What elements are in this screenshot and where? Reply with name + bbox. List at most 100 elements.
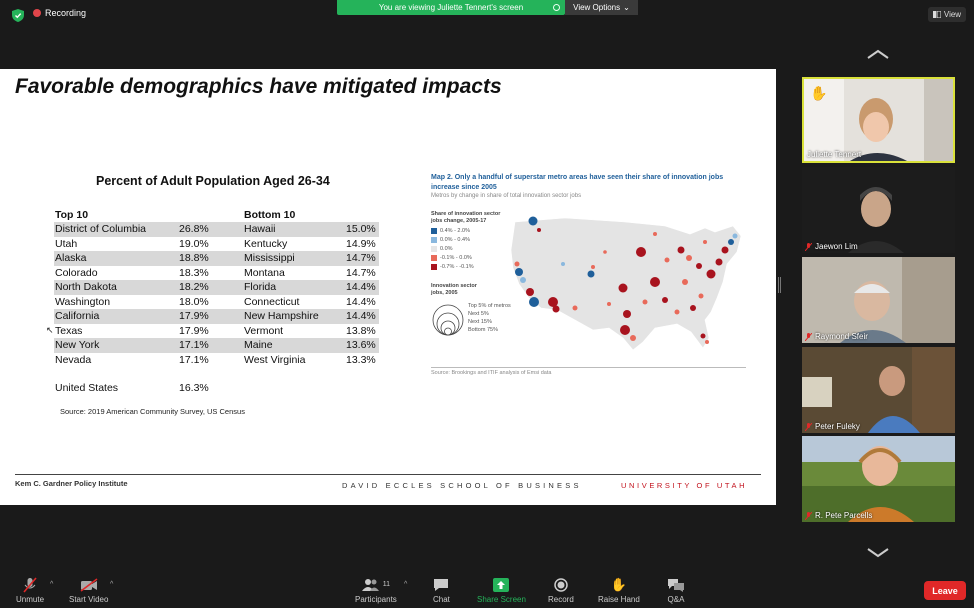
participant-name: Raymond Sfeir (805, 332, 868, 341)
share-screen-label: Share Screen (477, 595, 526, 604)
share-screen-button[interactable]: Share Screen (477, 576, 526, 604)
size-title-line-1: Innovation sector (431, 283, 477, 289)
legend-swatch (431, 246, 437, 252)
mouse-cursor-icon: ↖ (46, 325, 54, 335)
participant-name: Jaewon Lim (805, 242, 858, 251)
size-legend-circles (432, 304, 464, 336)
table-rows: District of Columbia 26.8% Hawaii 15.0% Utah… (54, 222, 379, 367)
chevron-down-icon[interactable] (866, 547, 890, 559)
shield-icon[interactable] (12, 9, 24, 22)
table-cell-top: Nevada (55, 353, 92, 366)
chevron-down-icon: ⌄ (623, 3, 630, 12)
table-cell-top: New York (55, 339, 100, 351)
table-cell-top-v: 17.1% (179, 339, 209, 351)
participant-tile-pete[interactable]: R. Pete Parcells (802, 436, 955, 522)
legend-swatch (431, 264, 437, 270)
record-button[interactable]: Record (548, 576, 574, 604)
legend-label: 0.0% (440, 246, 453, 252)
participants-caret-icon[interactable]: ^ (404, 581, 408, 588)
share-screen-icon (493, 577, 510, 592)
table-header: Top 10 Bottom 10 (54, 208, 379, 222)
table-row: Nevada 17.1% West Virginia 13.3% (54, 353, 379, 368)
table-cell-bottom-v: 14.7% (346, 266, 376, 279)
recording-label: Recording (45, 8, 87, 18)
participant-tile-jaewon[interactable]: Jaewon Lim (802, 167, 955, 253)
top-bar: Recording You are viewing Juliette Tenne… (0, 0, 974, 30)
table-cell-top: Utah (55, 237, 78, 250)
view-label: View (943, 10, 962, 19)
table-cell-top-v: 26.8% (179, 223, 209, 235)
table-cell-bottom-v: 15.0% (346, 223, 376, 235)
top-header: Top 10 (55, 209, 89, 221)
size-title-line-2: jobs, 2005 (431, 290, 458, 296)
table-cell-top: Alaska (55, 252, 87, 264)
table-cell-top: Washington (55, 295, 111, 308)
audio-options-caret-icon[interactable]: ^ (50, 581, 54, 588)
video-feed (804, 79, 953, 161)
legend-swatch (431, 237, 437, 243)
participant-name-text: Jaewon Lim (815, 242, 858, 251)
participants-label: Participants (355, 595, 397, 604)
raise-hand-button[interactable]: ✋ Raise Hand (598, 576, 640, 605)
table-cell-top-v: 18.3% (179, 266, 209, 279)
start-video-button[interactable]: Start Video (69, 576, 108, 604)
video-feed (802, 347, 955, 433)
table-cell-top: North Dakota (55, 281, 117, 293)
video-feed (802, 257, 955, 343)
meeting-toolbar: Unmute ^ Start Video ^ 11 Participants ^ (0, 572, 974, 608)
footer-school: DAVID ECCLES SCHOOL OF BUSINESS (342, 481, 582, 490)
legend-swatch (431, 255, 437, 261)
participant-tile-juliette[interactable]: ✋ Juliette Tennert (802, 77, 955, 163)
footer-institute: Kem C. Gardner Policy Institute (15, 479, 128, 488)
mic-muted-icon (805, 332, 812, 341)
qa-label: Q&A (667, 595, 685, 604)
unmute-button[interactable]: Unmute (16, 576, 44, 604)
map-divider (431, 367, 746, 368)
video-feed (802, 436, 955, 522)
us-label: United States (55, 382, 119, 394)
leave-button[interactable]: Leave (924, 581, 966, 600)
table-cell-top: District of Columbia (55, 223, 147, 235)
raised-hand-icon: ✋ (810, 85, 828, 101)
grid-view-icon (932, 11, 941, 18)
qa-button[interactable]: Q&A (667, 576, 685, 604)
slide-title: Favorable demographics have mitigated im… (15, 75, 502, 98)
video-feed (802, 167, 955, 253)
participant-name: Peter Fuleky (805, 422, 860, 431)
size-legend-next15: Next 15% (468, 319, 492, 325)
us-innovation-map (510, 216, 742, 351)
table-cell-bottom: West Virginia (244, 353, 306, 366)
viewing-banner: You are viewing Juliette Tennert's scree… (337, 0, 565, 15)
table-cell-top: California (55, 310, 100, 322)
table-row: Washington 18.0% Connecticut 14.4% (54, 295, 379, 310)
raise-hand-label: Raise Hand (598, 595, 640, 604)
legend-label: 0.0% - 0.4% (440, 237, 470, 243)
participant-tile-raymond[interactable]: Raymond Sfeir (802, 257, 955, 343)
viewing-text: You are viewing Juliette Tennert's scree… (378, 3, 524, 12)
mic-muted-icon (805, 242, 812, 251)
table-cell-bottom: Connecticut (244, 295, 300, 308)
legend-item: -0.7% - -0.1% (431, 264, 474, 270)
legend-item: 0.4% - 2.0% (431, 228, 470, 234)
table-cell-top-v: 19.0% (179, 237, 209, 250)
table-cell-bottom-v: 13.3% (346, 353, 376, 366)
view-options-button[interactable]: View Options ⌄ (565, 0, 638, 15)
chat-button[interactable]: Chat (433, 576, 450, 604)
size-legend-next5: Next 5% (468, 311, 489, 317)
table-cell-top: Texas (55, 324, 83, 337)
chevron-up-icon[interactable] (866, 48, 890, 60)
video-options-caret-icon[interactable]: ^ (110, 581, 114, 588)
video-off-icon (80, 577, 98, 592)
view-button[interactable]: View (928, 7, 966, 22)
start-video-label: Start Video (69, 595, 109, 604)
panel-resize-handle[interactable] (778, 277, 781, 293)
table-row: Colorado 18.3% Montana 14.7% (54, 266, 379, 281)
participant-tile-peter[interactable]: Peter Fuleky (802, 347, 955, 433)
participant-name-text: R. Pete Parcells (815, 511, 873, 520)
table-cell-bottom-v: 13.6% (346, 339, 376, 351)
table-row: Texas 17.9% Vermont 13.8% (54, 324, 379, 339)
participants-button[interactable]: 11 Participants (355, 576, 397, 604)
recording-indicator[interactable]: Recording (33, 8, 86, 18)
table-cell-top-v: 18.2% (179, 281, 209, 293)
table-cell-top-v: 17.9% (179, 310, 209, 322)
